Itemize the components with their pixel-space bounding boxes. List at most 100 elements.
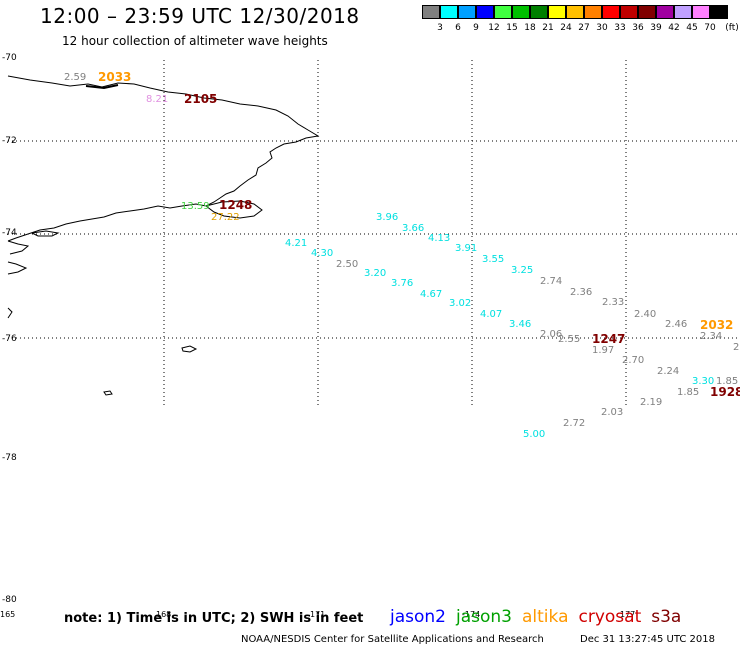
longitude-labels: 165 168 171 -174 177 — [0, 610, 635, 619]
credit-text: NOAA/NESDIS Center for Satellite Applica… — [241, 634, 544, 645]
latitude-label: -72 — [2, 136, 17, 146]
wave-height-value: 2.72 — [563, 418, 585, 429]
colorbar-swatch — [692, 5, 710, 19]
pass-time-label: 1928 — [710, 385, 740, 399]
latitude-label: -76 — [2, 334, 17, 344]
colorbar-label: 12 — [488, 23, 500, 33]
colorbar-swatch — [656, 5, 674, 19]
island-small-1 — [181, 345, 198, 353]
colorbar-label: 30 — [596, 23, 608, 33]
latitude-label: -78 — [2, 453, 17, 463]
coastline — [7, 75, 320, 396]
satellite-jason3: jason3 — [456, 607, 512, 627]
longitude-label: 177 — [620, 610, 635, 619]
coastline-west — [7, 240, 30, 275]
colorbar-swatch — [422, 5, 440, 19]
island-small-2 — [103, 390, 113, 396]
pass-time-label: 1248 — [219, 198, 252, 212]
colorbar-swatch — [566, 5, 584, 19]
wave-height-value: 2.55 — [558, 334, 580, 345]
colorbar-swatch — [440, 5, 458, 19]
longitude-label: 171 — [310, 610, 325, 619]
colorbar-swatch — [710, 5, 728, 19]
wave-height-value: 2.33 — [602, 297, 624, 308]
wave-height-value: 3.91 — [455, 243, 477, 254]
longitude-label: 165 — [0, 610, 15, 619]
colorbar-swatch — [638, 5, 656, 19]
map-title: 12:00 – 23:59 UTC 12/30/2018 — [40, 4, 360, 28]
wave-height-value: 1.85 — [677, 387, 699, 398]
wave-height-value: 3.96 — [376, 212, 398, 223]
wave-height-value: 3.46 — [509, 319, 531, 330]
island-west — [30, 230, 60, 237]
pass-time-label: 1247 — [592, 332, 625, 346]
colorbar-label: 9 — [473, 23, 479, 33]
colorbar-swatch — [458, 5, 476, 19]
colorbar-label: 21 — [542, 23, 554, 33]
colorbar-label: 18 — [524, 23, 536, 33]
longitude-label: 168 — [156, 610, 171, 619]
satellite-altika: altika — [522, 607, 569, 627]
latitude-label: -74 — [2, 228, 17, 238]
wave-height-value: 4.13 — [428, 233, 450, 244]
coastline-north — [7, 75, 320, 242]
colorbar-label: 15 — [506, 23, 518, 33]
colorbar-label: 42 — [668, 23, 680, 33]
colorbar-label: 6 — [455, 23, 461, 33]
wave-height-value: 8.21 — [146, 94, 168, 105]
latitude-label: -80 — [2, 595, 17, 605]
wave-height-value: 2.19 — [640, 397, 662, 408]
colorbar-label: 33 — [614, 23, 626, 33]
dark-strip — [85, 84, 119, 90]
colorbar-unit: (ft) — [725, 23, 739, 33]
wave-height-value: 2.36 — [570, 287, 592, 298]
wave-height-value: 4.67 — [420, 289, 442, 300]
wave-height-value: 3.30 — [692, 376, 714, 387]
wave-height-value: 5.00 — [523, 429, 545, 440]
ice-shelf-peninsula — [204, 200, 263, 219]
wave-height-value: 2.24 — [657, 366, 679, 377]
wave-height-value: 13.59 — [181, 201, 210, 212]
pass-time-label: 2032 — [700, 318, 733, 332]
wave-height-value: 2.40 — [634, 309, 656, 320]
satellite-s3a: s3a — [651, 607, 682, 627]
wave-height-value: 27.22 — [211, 212, 240, 223]
colorbar-label: 3 — [437, 23, 443, 33]
latitude-label: -70 — [2, 53, 17, 63]
colorbar-swatch — [620, 5, 638, 19]
colorbar-label: 24 — [560, 23, 572, 33]
colorbar-swatch — [584, 5, 602, 19]
colorbar-swatch — [476, 5, 494, 19]
wave-height-value: 4.30 — [311, 248, 333, 259]
map-subtitle: 12 hour collection of altimeter wave hei… — [62, 34, 328, 48]
wave-height-value: 2.70 — [622, 355, 644, 366]
wave-height-value: 2.03 — [601, 407, 623, 418]
wave-height-value: 3.25 — [511, 265, 533, 276]
colorbar-swatch — [602, 5, 620, 19]
units-note: note: 1) Time is in UTC; 2) SWH is in fe… — [64, 611, 364, 626]
generated-timestamp: Dec 31 13:27:45 UTC 2018 — [580, 634, 715, 645]
longitude-label: -174 — [462, 610, 480, 619]
satellite-cryosat: cryosat — [578, 607, 642, 627]
wave-height-value: 2.06 — [540, 329, 562, 340]
colorbar-swatch — [530, 5, 548, 19]
wave-height-value: 2.50 — [336, 259, 358, 270]
wave-height-value: 3.66 — [402, 223, 424, 234]
colorbar-swatch — [512, 5, 530, 19]
latitude-labels: -70 -72 -74 -76 -78 -80 — [2, 53, 17, 605]
wave-height-value: 4.07 — [480, 309, 502, 320]
wave-height-value: 2.74 — [540, 276, 562, 287]
colorbar-label: 70 — [704, 23, 716, 33]
wave-height-value: 3.02 — [449, 298, 471, 309]
wave-height-value: 3.76 — [391, 278, 413, 289]
pass-time-label: 2033 — [98, 70, 131, 84]
coastline-edge — [7, 307, 13, 319]
wave-height-value: 2 — [733, 342, 739, 353]
colorbar-label: 27 — [578, 23, 590, 33]
pass-time-label: 2105 — [184, 92, 217, 106]
colorbar-label: 39 — [650, 23, 662, 33]
wave-height-value: 2.46 — [665, 319, 687, 330]
wave-height-value: 4.21 — [285, 238, 307, 249]
